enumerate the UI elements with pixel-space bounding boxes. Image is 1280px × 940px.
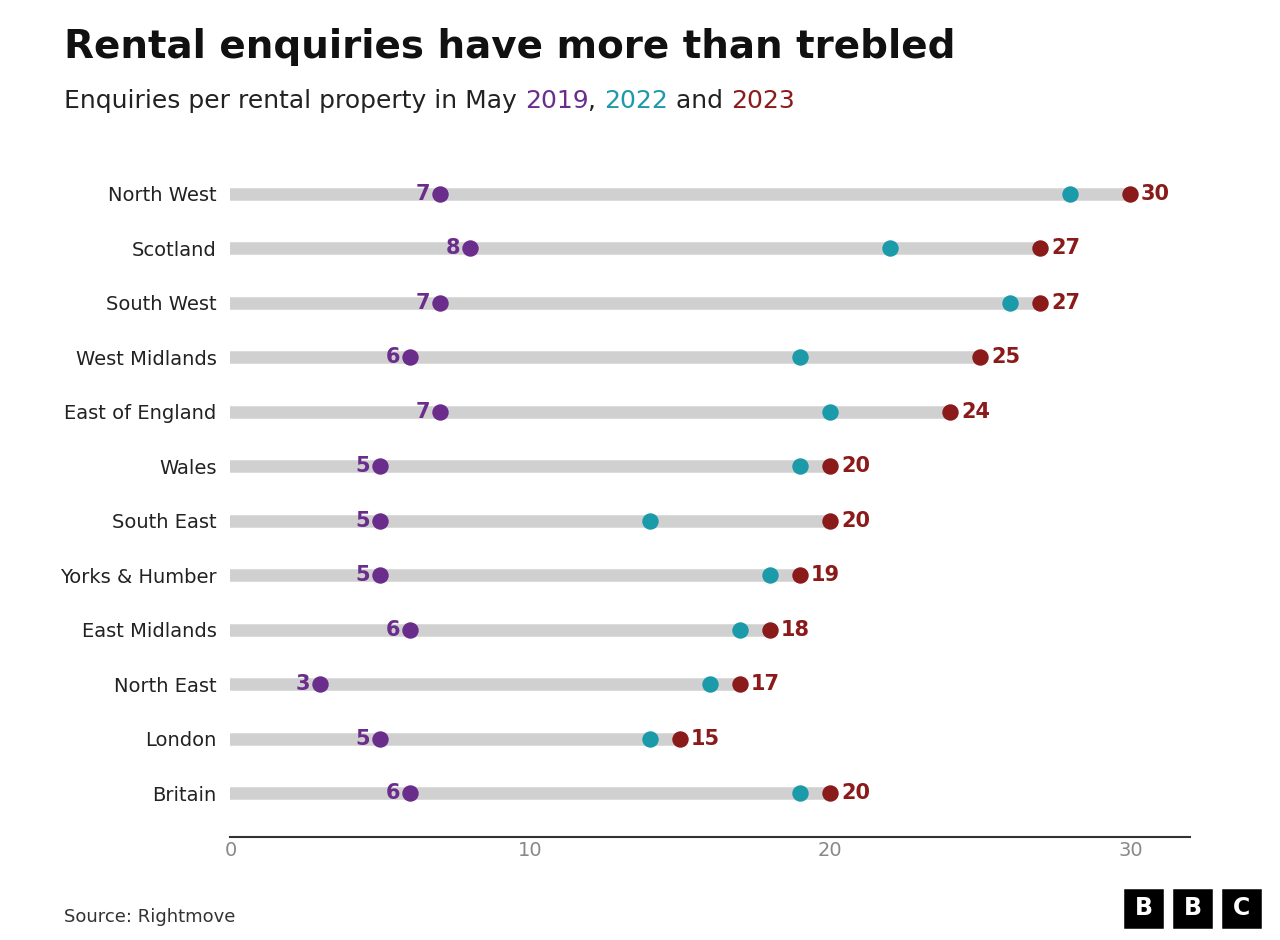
Text: 7: 7 xyxy=(416,184,430,204)
Point xyxy=(970,350,991,365)
FancyBboxPatch shape xyxy=(1220,886,1263,930)
Text: Source: Rightmove: Source: Rightmove xyxy=(64,908,236,926)
Text: 25: 25 xyxy=(991,348,1020,368)
Point xyxy=(881,241,901,256)
Point xyxy=(730,677,750,692)
Point xyxy=(760,622,781,637)
Point xyxy=(370,459,390,474)
Point xyxy=(820,786,841,801)
FancyBboxPatch shape xyxy=(1171,886,1215,930)
Point xyxy=(430,186,451,201)
Point xyxy=(940,404,960,419)
Text: 5: 5 xyxy=(356,456,370,477)
Text: 15: 15 xyxy=(691,728,721,748)
Point xyxy=(820,459,841,474)
Point xyxy=(1030,295,1051,310)
Point xyxy=(671,731,691,746)
Text: 2022: 2022 xyxy=(604,89,668,114)
Point xyxy=(401,622,421,637)
Text: 6: 6 xyxy=(385,619,399,639)
FancyBboxPatch shape xyxy=(1123,886,1165,930)
Text: 20: 20 xyxy=(841,510,870,531)
Text: B: B xyxy=(1134,896,1152,920)
Point xyxy=(790,568,810,583)
Point xyxy=(401,350,421,365)
Point xyxy=(370,513,390,528)
Text: 17: 17 xyxy=(751,674,780,694)
Text: Enquiries per rental property in May: Enquiries per rental property in May xyxy=(64,89,525,114)
Point xyxy=(640,513,660,528)
Point xyxy=(700,677,721,692)
Text: C: C xyxy=(1233,896,1251,920)
Point xyxy=(820,513,841,528)
Point xyxy=(640,731,660,746)
Point xyxy=(461,241,481,256)
Point xyxy=(430,295,451,310)
Text: Rental enquiries have more than trebled: Rental enquiries have more than trebled xyxy=(64,28,955,66)
Point xyxy=(401,786,421,801)
Point xyxy=(790,786,810,801)
Text: ,: , xyxy=(589,89,604,114)
Point xyxy=(820,404,841,419)
Point xyxy=(370,568,390,583)
Point xyxy=(1030,241,1051,256)
Text: 20: 20 xyxy=(841,456,870,477)
Point xyxy=(1060,186,1080,201)
Point xyxy=(790,350,810,365)
Text: 7: 7 xyxy=(416,401,430,422)
Text: 7: 7 xyxy=(416,293,430,313)
Point xyxy=(760,568,781,583)
Point xyxy=(790,459,810,474)
Text: 19: 19 xyxy=(812,565,840,586)
Text: 5: 5 xyxy=(356,565,370,586)
Text: 6: 6 xyxy=(385,783,399,803)
Text: 2023: 2023 xyxy=(731,89,795,114)
Text: and: and xyxy=(668,89,731,114)
Text: 27: 27 xyxy=(1051,293,1080,313)
Text: 20: 20 xyxy=(841,783,870,803)
Point xyxy=(370,731,390,746)
Text: B: B xyxy=(1184,896,1202,920)
Text: 18: 18 xyxy=(781,619,810,639)
Point xyxy=(310,677,330,692)
Text: 8: 8 xyxy=(445,239,460,258)
Point xyxy=(1120,186,1140,201)
Text: 30: 30 xyxy=(1140,184,1170,204)
Text: 5: 5 xyxy=(356,728,370,748)
Text: 24: 24 xyxy=(961,401,989,422)
Text: 5: 5 xyxy=(356,510,370,531)
Text: 27: 27 xyxy=(1051,239,1080,258)
Point xyxy=(430,404,451,419)
Text: 3: 3 xyxy=(296,674,310,694)
Text: 2019: 2019 xyxy=(525,89,589,114)
Text: 6: 6 xyxy=(385,348,399,368)
Point xyxy=(1000,295,1020,310)
Point xyxy=(730,622,750,637)
